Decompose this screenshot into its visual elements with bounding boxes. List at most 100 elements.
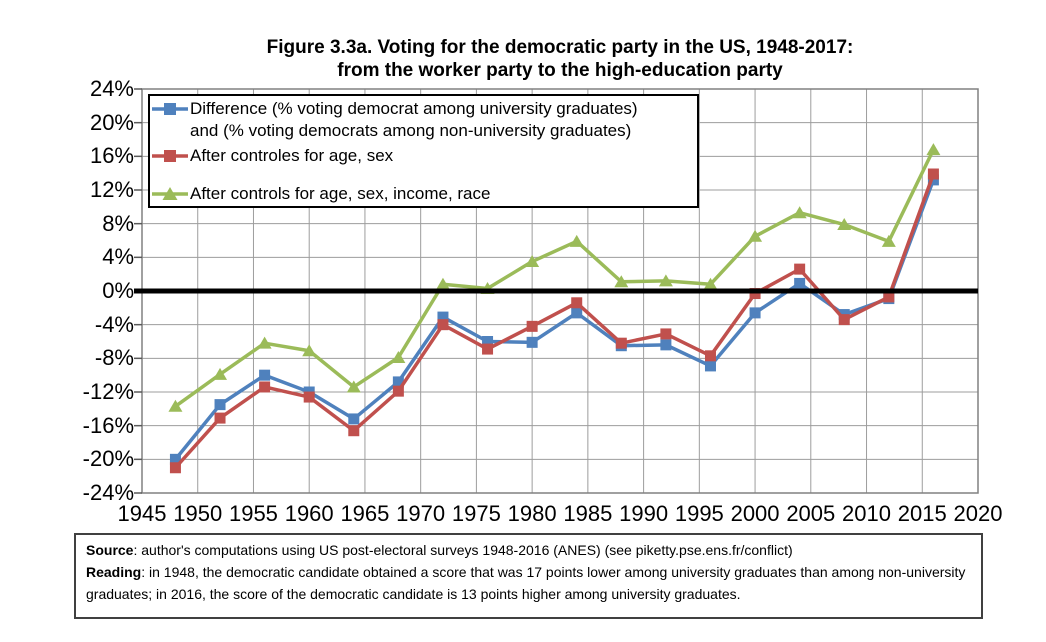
y-tick-label: -12%: [82, 379, 134, 404]
legend-marker-green-triangle-icon: [150, 187, 190, 201]
data-point-1: [704, 350, 716, 362]
source-box: Source: author's computations using US p…: [74, 533, 983, 619]
legend-label: and (% voting democrats among non-univer…: [190, 121, 632, 140]
data-point-0: [794, 277, 806, 289]
y-tick-label: -8%: [94, 345, 134, 371]
data-point-0: [169, 453, 181, 465]
x-tick-label: 1975: [451, 501, 501, 526]
x-tick-label: 1945: [117, 501, 167, 526]
data-point-2: [792, 206, 807, 219]
legend-marker-red-square-icon: [150, 149, 190, 163]
legend-square-blue: [164, 103, 176, 115]
y-tick-label: 20%: [89, 109, 134, 135]
data-point-2: [302, 344, 317, 357]
data-point-1: [259, 381, 271, 393]
data-point-1: [749, 288, 761, 300]
x-tick-label: 1950: [173, 501, 223, 526]
data-point-1: [303, 391, 315, 403]
legend-label: After controles for age, sex: [190, 146, 394, 165]
legend-label: Difference (% voting democrat among univ…: [190, 99, 638, 118]
x-tick-label: 1985: [563, 501, 613, 526]
data-point-2: [569, 234, 584, 247]
x-tick-label: 2000: [730, 501, 780, 526]
x-tick-label: 1990: [619, 501, 669, 526]
data-point-2: [614, 275, 629, 288]
legend-entry-difference-line2: and (% voting democrats among non-univer…: [150, 120, 697, 142]
x-tick-label: 1955: [228, 501, 278, 526]
data-point-1: [927, 168, 939, 180]
data-point-0: [259, 369, 271, 381]
source-label: Source: [86, 542, 134, 558]
data-point-1: [392, 385, 404, 397]
legend-square-red: [164, 150, 176, 162]
data-point-2: [257, 336, 272, 349]
chart-title-line2: from the worker party to the high-educat…: [337, 60, 783, 81]
x-tick-label: 2010: [842, 501, 891, 526]
legend-entry-controls-full: After controls for age, sex, income, rac…: [150, 183, 697, 205]
y-tick-label: 12%: [89, 177, 134, 202]
y-tick-label: 0%: [102, 278, 134, 303]
data-point-0: [927, 174, 939, 186]
y-tick-label: 24%: [89, 76, 134, 101]
x-tick-label: 2015: [897, 501, 947, 526]
data-point-2: [881, 234, 896, 247]
data-point-0: [392, 376, 404, 388]
source-text: : author's computations using US post-el…: [133, 542, 793, 558]
reading-label: Reading: [86, 564, 142, 580]
x-tick-label: 1965: [340, 501, 390, 526]
data-point-1: [838, 314, 850, 326]
data-point-2: [837, 218, 852, 231]
data-point-1: [437, 319, 449, 331]
y-tick-label: -20%: [82, 446, 134, 472]
legend-marker-blue-square-icon: [150, 102, 190, 116]
data-point-1: [169, 462, 181, 474]
x-tick-label: 2020: [953, 501, 1003, 526]
data-point-1: [794, 263, 806, 275]
data-point-2: [926, 143, 941, 156]
data-point-1: [883, 291, 895, 303]
data-point-0: [482, 336, 494, 347]
legend-label: After controls for age, sex, income, rac…: [190, 184, 491, 203]
data-point-2: [525, 255, 540, 268]
series-line-2: [174, 148, 935, 408]
data-point-1: [526, 320, 538, 332]
data-point-2: [213, 367, 228, 380]
data-point-0: [704, 360, 716, 372]
legend-entry-controls-age-sex: After controles for age, sex: [150, 145, 697, 167]
series-line-0: [174, 179, 936, 461]
legend: Difference (% voting democrat among univ…: [148, 94, 699, 208]
x-tick-label: 1995: [674, 501, 724, 526]
x-tick-label: 1970: [396, 501, 446, 526]
x-tick-label: 2005: [786, 501, 836, 526]
data-point-2: [435, 277, 450, 290]
data-point-1: [348, 425, 360, 437]
chart-title: Figure 3.3a. Voting for the democratic p…: [142, 36, 978, 82]
data-point-0: [660, 339, 672, 351]
data-point-1: [482, 343, 494, 355]
y-tick-label: 8%: [102, 210, 134, 236]
data-point-2: [391, 350, 406, 363]
source-line: Source: author's computations using US p…: [86, 539, 971, 561]
x-tick-label: 1960: [284, 501, 334, 526]
legend-entry-difference: Difference (% voting democrat among univ…: [150, 98, 697, 120]
data-point-1: [615, 337, 627, 349]
y-tick-label: -4%: [94, 311, 134, 337]
data-point-2: [748, 229, 763, 242]
legend-triangle-green: [162, 187, 178, 200]
data-point-1: [660, 328, 672, 340]
data-point-2: [346, 380, 361, 393]
data-point-1: [214, 412, 226, 424]
data-point-2: [703, 277, 718, 290]
x-tick-label: 1980: [507, 501, 557, 526]
data-point-0: [526, 336, 538, 348]
y-tick-label: -24%: [82, 480, 134, 505]
data-point-0: [348, 413, 360, 425]
data-point-2: [168, 399, 183, 412]
data-point-0: [749, 307, 761, 319]
data-point-0: [214, 399, 226, 411]
y-tick-label: 16%: [89, 143, 134, 169]
reading-text: : in 1948, the democratic candidate obta…: [86, 564, 966, 602]
y-tick-label: 4%: [102, 244, 134, 270]
